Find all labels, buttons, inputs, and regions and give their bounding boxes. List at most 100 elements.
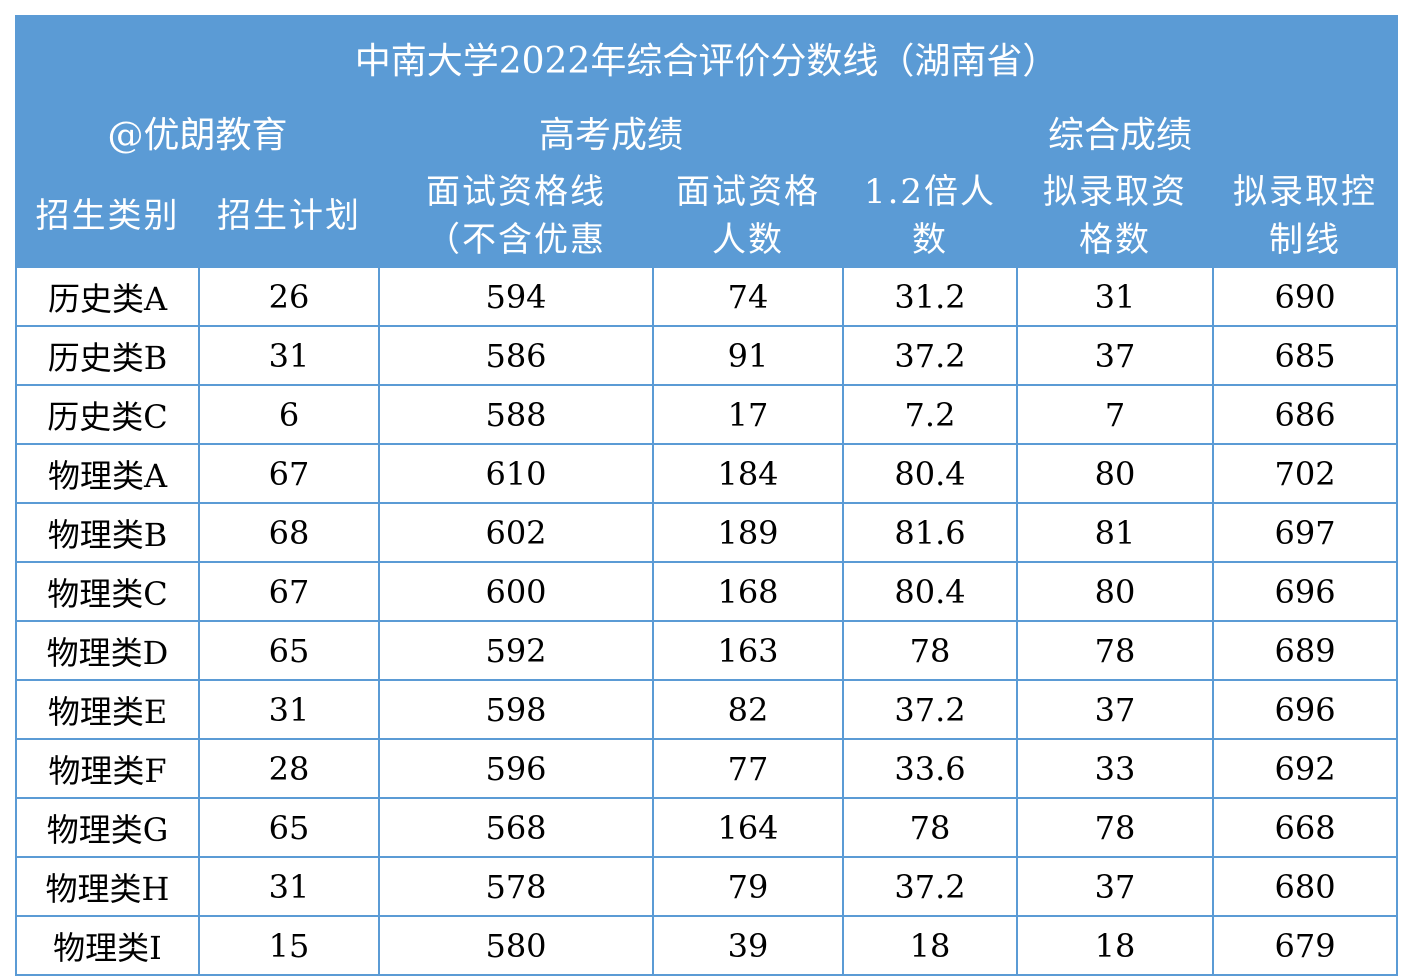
table-cell: 78 bbox=[842, 620, 1018, 681]
table-cell: 历史类A bbox=[15, 266, 200, 327]
table-row: 物理类I 15 580 39 18 18 679 bbox=[15, 915, 1399, 976]
table-body: 历史类A 26 594 74 31.2 31 690 历史类B 31 586 91 37.2 37 685… bbox=[15, 266, 1399, 976]
table-cell: 164 bbox=[652, 797, 844, 858]
table-cell: 物理类C bbox=[15, 561, 200, 622]
table-cell: 78 bbox=[842, 797, 1018, 858]
table-row: 物理类C 67 600 168 80.4 80 696 bbox=[15, 561, 1399, 622]
table-cell: 578 bbox=[378, 856, 654, 917]
table-cell: 80.4 bbox=[842, 561, 1018, 622]
table-cell: 物理类I bbox=[15, 915, 200, 976]
table-cell: 689 bbox=[1211, 620, 1399, 681]
table-cell: 37 bbox=[1016, 856, 1214, 917]
table-cell: 物理类E bbox=[15, 679, 200, 740]
table-cell: 37 bbox=[1016, 679, 1214, 740]
table-cell: 602 bbox=[378, 502, 654, 563]
table-cell: 81 bbox=[1016, 502, 1214, 563]
table-cell: 65 bbox=[198, 620, 380, 681]
table-cell: 77 bbox=[652, 738, 844, 799]
table-cell: 7 bbox=[1016, 384, 1214, 445]
column-header: 1.2倍人数 bbox=[842, 163, 1018, 268]
table-cell: 历史类C bbox=[15, 384, 200, 445]
score-table: 中南大学2022年综合评价分数线（湖南省） @优朗教育 高考成绩 综合成绩 招生… bbox=[14, 15, 1399, 976]
table-cell: 79 bbox=[652, 856, 844, 917]
table-row: 物理类B 68 602 189 81.6 81 697 bbox=[15, 502, 1399, 563]
table-cell: 592 bbox=[378, 620, 654, 681]
table-cell: 物理类B bbox=[15, 502, 200, 563]
table-row: 历史类C 6 588 17 7.2 7 686 bbox=[15, 384, 1399, 445]
table-cell: 31.2 bbox=[842, 266, 1018, 327]
table-cell: 33.6 bbox=[842, 738, 1018, 799]
table-cell: 696 bbox=[1211, 561, 1399, 622]
table-cell: 6 bbox=[198, 384, 380, 445]
table-cell: 物理类G bbox=[15, 797, 200, 858]
table-cell: 91 bbox=[652, 325, 844, 386]
table-cell: 18 bbox=[1016, 915, 1214, 976]
table-cell: 80 bbox=[1016, 561, 1214, 622]
group-header-brand: @优朗教育 bbox=[15, 99, 380, 165]
table-cell: 697 bbox=[1211, 502, 1399, 563]
group-header-row: @优朗教育 高考成绩 综合成绩 bbox=[15, 99, 1399, 165]
table-cell: 物理类D bbox=[15, 620, 200, 681]
table-cell: 686 bbox=[1211, 384, 1399, 445]
table-cell: 668 bbox=[1211, 797, 1399, 858]
table-cell: 39 bbox=[652, 915, 844, 976]
table-cell: 37.2 bbox=[842, 325, 1018, 386]
title-row: 中南大学2022年综合评价分数线（湖南省） bbox=[14, 15, 1399, 101]
table-cell: 189 bbox=[652, 502, 844, 563]
table-cell: 33 bbox=[1016, 738, 1214, 799]
table-cell: 685 bbox=[1211, 325, 1399, 386]
table-row: 物理类D 65 592 163 78 78 689 bbox=[15, 620, 1399, 681]
table-row: 物理类A 67 610 184 80.4 80 702 bbox=[15, 443, 1399, 504]
table-cell: 31 bbox=[198, 679, 380, 740]
table-cell: 594 bbox=[378, 266, 654, 327]
table-cell: 690 bbox=[1211, 266, 1399, 327]
table-cell: 702 bbox=[1211, 443, 1399, 504]
table-cell: 历史类B bbox=[15, 325, 200, 386]
table-cell: 82 bbox=[652, 679, 844, 740]
table-cell: 588 bbox=[378, 384, 654, 445]
table-cell: 28 bbox=[198, 738, 380, 799]
table-cell: 17 bbox=[652, 384, 844, 445]
table-cell: 81.6 bbox=[842, 502, 1018, 563]
table-title: 中南大学2022年综合评价分数线（湖南省） bbox=[14, 15, 1399, 101]
group-header-gaokao: 高考成绩 bbox=[378, 99, 844, 165]
table-cell: 74 bbox=[652, 266, 844, 327]
table-cell: 692 bbox=[1211, 738, 1399, 799]
table-cell: 31 bbox=[198, 325, 380, 386]
table-cell: 586 bbox=[378, 325, 654, 386]
column-header-row: 招生类别 招生计划 面试资格线（不含优惠 面试资格人数 1.2倍人数 拟录取资格… bbox=[15, 163, 1399, 268]
table-cell: 7.2 bbox=[842, 384, 1018, 445]
table-cell: 65 bbox=[198, 797, 380, 858]
table-cell: 78 bbox=[1016, 797, 1214, 858]
table-cell: 15 bbox=[198, 915, 380, 976]
column-header: 招生计划 bbox=[198, 163, 380, 268]
column-header: 面试资格线（不含优惠 bbox=[378, 163, 654, 268]
table-cell: 163 bbox=[652, 620, 844, 681]
table-cell: 26 bbox=[198, 266, 380, 327]
table-cell: 31 bbox=[1016, 266, 1214, 327]
table-cell: 物理类H bbox=[15, 856, 200, 917]
table-cell: 37.2 bbox=[842, 856, 1018, 917]
table-cell: 80.4 bbox=[842, 443, 1018, 504]
score-table-container: 中南大学2022年综合评价分数线（湖南省） @优朗教育 高考成绩 综合成绩 招生… bbox=[14, 15, 1399, 976]
table-cell: 679 bbox=[1211, 915, 1399, 976]
table-cell: 598 bbox=[378, 679, 654, 740]
table-row: 物理类H 31 578 79 37.2 37 680 bbox=[15, 856, 1399, 917]
table-cell: 18 bbox=[842, 915, 1018, 976]
table-row: 物理类F 28 596 77 33.6 33 692 bbox=[15, 738, 1399, 799]
table-cell: 37 bbox=[1016, 325, 1214, 386]
table-cell: 184 bbox=[652, 443, 844, 504]
table-cell: 610 bbox=[378, 443, 654, 504]
group-header-composite: 综合成绩 bbox=[841, 99, 1399, 165]
table-cell: 物理类F bbox=[15, 738, 200, 799]
column-header: 拟录取资格数 bbox=[1016, 163, 1214, 268]
table-row: 物理类E 31 598 82 37.2 37 696 bbox=[15, 679, 1399, 740]
table-cell: 78 bbox=[1016, 620, 1214, 681]
table-cell: 600 bbox=[378, 561, 654, 622]
table-cell: 596 bbox=[378, 738, 654, 799]
table-cell: 物理类A bbox=[15, 443, 200, 504]
table-cell: 680 bbox=[1211, 856, 1399, 917]
table-cell: 68 bbox=[198, 502, 380, 563]
column-header: 面试资格人数 bbox=[652, 163, 844, 268]
column-header: 招生类别 bbox=[15, 163, 200, 268]
